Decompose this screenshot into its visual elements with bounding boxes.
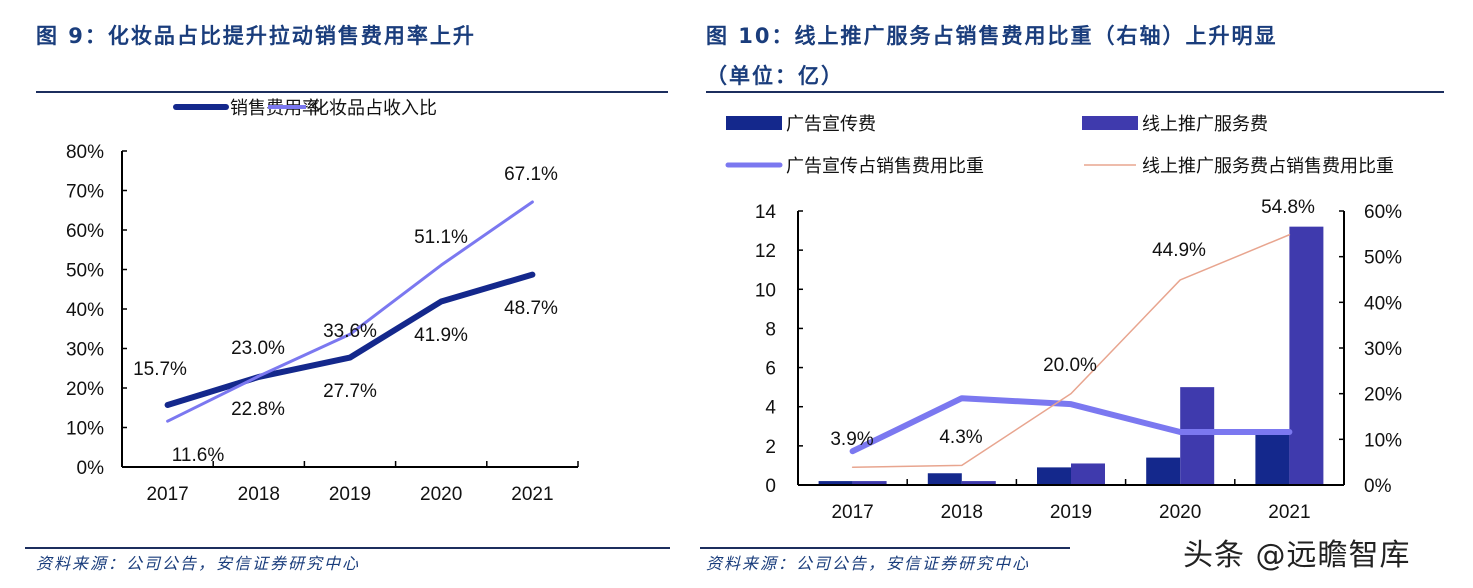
- x-tick-label: 2020: [1159, 502, 1201, 523]
- right-bars: [818, 226, 1324, 485]
- y-tick-label: 80%: [66, 142, 104, 163]
- x-tick-label: 2017: [831, 502, 873, 523]
- x-tick-label: 2021: [511, 484, 553, 505]
- x-tick-label: 2019: [1050, 502, 1092, 523]
- legend-label: 化妆品占收入比: [311, 98, 437, 119]
- data-label: 41.9%: [414, 325, 468, 346]
- y-tick-label: 20%: [66, 379, 104, 400]
- left-y-tick-label: 0: [765, 476, 776, 497]
- right-source-note: 资料来源：公司公告，安信证券研究中心: [706, 554, 1031, 573]
- bar-online-promo-expense: [1071, 463, 1105, 485]
- right-axes: 0 2 4 6 8 10 12 14 0% 10% 20% 30% 40% 50% 60% 2017 2018 2…: [755, 202, 1402, 523]
- right-y-tick-label: 0%: [1364, 476, 1392, 497]
- right-chart-title-line2: （单位：亿）: [706, 64, 844, 88]
- left-y-tick-label: 14: [755, 202, 777, 223]
- bar-ad-expense: [1146, 457, 1181, 485]
- watermark: 头条 @远瞻智库: [1183, 538, 1411, 573]
- right-bottom-rule: [700, 547, 1070, 549]
- series-line-sales-expense-ratio: [164, 271, 536, 408]
- right-y-tick-label: 50%: [1364, 248, 1402, 269]
- x-tick-label: 2019: [329, 484, 371, 505]
- right-y-tick-label: 40%: [1364, 293, 1402, 314]
- x-tick-label: 2020: [420, 484, 462, 505]
- left-y-tick-label: 4: [765, 398, 776, 419]
- line-ad-share: [849, 395, 1293, 455]
- data-label: 11.6%: [172, 445, 225, 466]
- bar-ad-expense: [1255, 434, 1290, 485]
- right-lines: [849, 233, 1293, 468]
- data-label: 3.9%: [830, 429, 873, 450]
- right-y-tick-label: 10%: [1364, 430, 1402, 451]
- legend-swatch-ad-expense: [726, 116, 782, 130]
- legend-swatch-online-promo-expense: [1082, 116, 1138, 130]
- left-legend: 销售费用率化妆品占收入比: [173, 98, 437, 119]
- data-label: 27.7%: [323, 381, 377, 402]
- left-axes: 0% 10% 20% 30% 40% 50% 60% 70% 80% 2017 2018 2019 20…: [66, 142, 579, 505]
- y-tick-label: 40%: [66, 300, 104, 321]
- data-label: 23.0%: [231, 338, 285, 359]
- left-y-tick-label: 12: [755, 241, 776, 262]
- right-y-tick-label: 60%: [1364, 202, 1402, 223]
- left-data-labels: 15.7% 22.8% 27.7% 41.9% 48.7% 11.6% 23.0% 33.6%…: [133, 164, 558, 466]
- legend-label: 广告宣传占销售费用比重: [786, 156, 984, 177]
- data-label: 48.7%: [504, 298, 558, 319]
- bar-online-promo-expense: [961, 481, 996, 485]
- left-y-tick-label: 2: [765, 437, 776, 458]
- x-tick-label: 2018: [941, 502, 983, 523]
- data-label: 67.1%: [504, 164, 558, 185]
- legend-label: 广告宣传费: [786, 114, 876, 135]
- data-label: 4.3%: [939, 427, 982, 448]
- bar-ad-expense: [927, 473, 962, 485]
- line-online-promo-share: [851, 233, 1291, 468]
- y-tick-label: 60%: [66, 221, 104, 242]
- right-chart-title-line1: 图 10：线上推广服务占销售费用比重（右轴）上升明显: [706, 24, 1278, 48]
- left-series: [164, 200, 536, 423]
- series-line-cosmetics-share: [166, 200, 534, 423]
- data-label: 51.1%: [414, 227, 468, 248]
- right-y-tick-label: 30%: [1364, 339, 1402, 360]
- left-y-tick-label: 10: [755, 280, 776, 301]
- bar-ad-expense: [1037, 467, 1071, 485]
- x-tick-label: 2018: [238, 484, 280, 505]
- y-tick-label: 30%: [66, 340, 104, 361]
- left-line-chart: 销售费用率化妆品占收入比 0% 10% 20% 30% 40% 50% 60% 70% 80% 2…: [66, 98, 579, 505]
- left-y-tick-label: 6: [765, 359, 776, 380]
- legend-label: 线上推广服务费: [1142, 114, 1268, 135]
- y-tick-label: 50%: [66, 261, 104, 282]
- bar-ad-expense: [818, 481, 853, 485]
- data-label: 54.8%: [1261, 197, 1315, 218]
- right-y-tick-label: 20%: [1364, 385, 1402, 406]
- y-tick-label: 10%: [66, 419, 104, 440]
- bar-online-promo-expense: [852, 481, 887, 485]
- left-source-note: 资料来源：公司公告，安信证券研究中心: [36, 554, 361, 573]
- data-label: 20.0%: [1043, 355, 1097, 376]
- y-tick-label: 0%: [77, 458, 105, 479]
- x-tick-label: 2017: [146, 484, 188, 505]
- left-bottom-rule: [25, 547, 670, 549]
- y-tick-label: 70%: [66, 182, 104, 203]
- right-data-labels: 3.9% 4.3% 20.0% 44.9% 54.8%: [830, 197, 1315, 450]
- left-top-rule: [36, 91, 668, 93]
- left-chart-title: 图 9：化妆品占比提升拉动销售费用率上升: [36, 24, 476, 48]
- data-label: 44.9%: [1152, 240, 1206, 261]
- bar-online-promo-expense: [1289, 226, 1324, 485]
- x-tick-label: 2021: [1268, 502, 1310, 523]
- legend-label: 线上推广服务费占销售费用比重: [1142, 156, 1394, 177]
- bar-online-promo-expense: [1180, 387, 1215, 485]
- data-label: 15.7%: [133, 359, 187, 380]
- left-y-tick-label: 8: [765, 319, 776, 340]
- data-label: 33.6%: [323, 321, 377, 342]
- right-top-rule: [706, 91, 1444, 93]
- data-label: 22.8%: [231, 399, 285, 420]
